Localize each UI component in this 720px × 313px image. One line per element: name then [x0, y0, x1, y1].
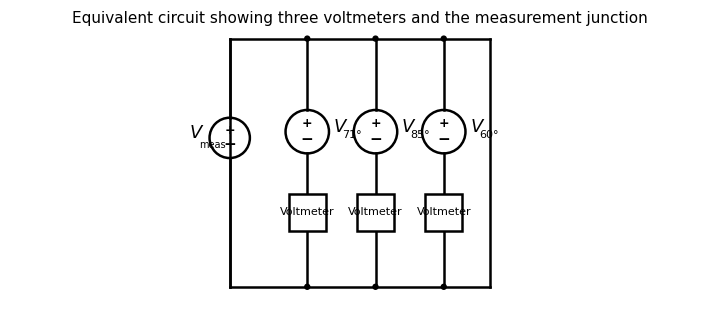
Circle shape: [441, 36, 446, 41]
Circle shape: [441, 284, 446, 289]
Text: +: +: [438, 117, 449, 130]
Text: +: +: [302, 117, 312, 130]
FancyBboxPatch shape: [289, 194, 326, 231]
Text: Voltmeter: Voltmeter: [348, 207, 402, 217]
Text: −: −: [369, 132, 382, 147]
FancyBboxPatch shape: [425, 194, 462, 231]
Text: +: +: [370, 117, 381, 130]
Text: 85°: 85°: [410, 130, 430, 140]
Text: 60°: 60°: [479, 130, 498, 140]
Circle shape: [305, 284, 310, 289]
FancyBboxPatch shape: [357, 194, 394, 231]
Text: −: −: [301, 132, 314, 147]
Text: −: −: [223, 137, 236, 152]
Text: meas: meas: [199, 140, 225, 150]
Text: V: V: [402, 118, 414, 136]
Text: 71°: 71°: [342, 130, 362, 140]
Circle shape: [373, 284, 378, 289]
Text: −: −: [437, 132, 450, 147]
Text: V: V: [333, 118, 346, 136]
Text: +: +: [225, 124, 235, 137]
Text: V: V: [189, 124, 202, 142]
Circle shape: [373, 36, 378, 41]
Text: Voltmeter: Voltmeter: [416, 207, 471, 217]
Circle shape: [305, 36, 310, 41]
Text: Voltmeter: Voltmeter: [280, 207, 335, 217]
Text: V: V: [470, 118, 482, 136]
Text: Equivalent circuit showing three voltmeters and the measurement junction: Equivalent circuit showing three voltmet…: [72, 11, 648, 26]
